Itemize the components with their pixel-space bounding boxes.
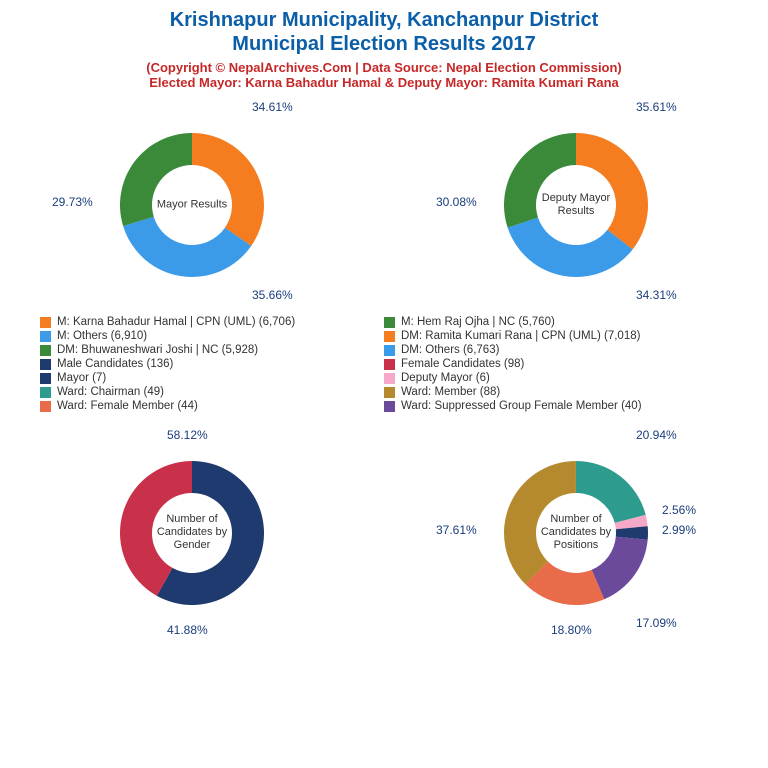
top-charts-row: Mayor Results 34.61% 35.66% 29.73% Deputy M…	[0, 100, 768, 310]
legend-block: M: Karna Bahadur Hamal | CPN (UML) (6,70…	[0, 310, 768, 418]
pct-label: 58.12%	[167, 428, 208, 442]
deputy-mayor-chart: Deputy Mayor Results35.61%34.31%30.08%	[446, 100, 706, 310]
legend-item: Mayor (7)	[40, 372, 384, 384]
pct-label: 2.99%	[662, 523, 696, 537]
legend-label: Mayor (7)	[57, 372, 106, 384]
bottom-charts-row: Number of Candidates by Gender 58.12% 41.8…	[0, 428, 768, 638]
legend-label: DM: Others (6,763)	[401, 344, 499, 356]
pct-label: 17.09%	[636, 616, 677, 630]
legend-swatch	[40, 359, 51, 370]
legend-item: Deputy Mayor (6)	[384, 372, 728, 384]
legend-swatch	[384, 373, 395, 384]
legend-swatch	[40, 317, 51, 328]
legend-label: Deputy Mayor (6)	[401, 372, 490, 384]
legend-right-col: M: Hem Raj Ojha | NC (5,760) DM: Ramita K…	[384, 316, 728, 414]
legend-item: Ward: Member (88)	[384, 386, 728, 398]
pct-label: 2.56%	[662, 503, 696, 517]
pct-label: 18.80%	[551, 623, 592, 637]
legend-swatch	[384, 401, 395, 412]
donut-center-label: Deputy Mayor Results	[536, 192, 616, 218]
title-line-1: Krishnapur Municipality, Kanchanpur Dist…	[0, 8, 768, 32]
legend-item: Ward: Female Member (44)	[40, 400, 384, 412]
pct-label: 35.61%	[636, 100, 677, 114]
legend-label: M: Others (6,910)	[57, 330, 147, 342]
legend-swatch	[40, 401, 51, 412]
donut-center-label: Number of Candidates by Positions	[536, 513, 616, 553]
legend-swatch	[40, 345, 51, 356]
pct-label: 30.08%	[436, 195, 477, 209]
legend-label: Female Candidates (98)	[401, 358, 524, 370]
legend-swatch	[384, 317, 395, 328]
legend-swatch	[384, 345, 395, 356]
legend-swatch	[384, 387, 395, 398]
donut-slice	[120, 133, 192, 226]
pct-label: 29.73%	[52, 195, 93, 209]
pct-label: 41.88%	[167, 623, 208, 637]
legend-item: M: Hem Raj Ojha | NC (5,760)	[384, 316, 728, 328]
legend-item: Female Candidates (98)	[384, 358, 728, 370]
mayor-chart: Mayor Results34.61%35.66%29.73%	[62, 100, 322, 310]
legend-label: Male Candidates (136)	[57, 358, 173, 370]
gender-chart: Number of Candidates by Gender 58.12% 41.8…	[62, 428, 322, 638]
legend-label: Ward: Suppressed Group Female Member (40…	[401, 400, 642, 412]
pct-label: 20.94%	[636, 428, 677, 442]
legend-label: M: Hem Raj Ojha | NC (5,760)	[401, 316, 555, 328]
legend-swatch	[384, 331, 395, 342]
donut-center-label: Number of Candidates by Gender	[152, 513, 232, 553]
legend-item: Ward: Suppressed Group Female Member (40…	[384, 400, 728, 412]
legend-item: DM: Others (6,763)	[384, 344, 728, 356]
legend-left-col: M: Karna Bahadur Hamal | CPN (UML) (6,70…	[40, 316, 384, 414]
pct-label: 35.66%	[252, 288, 293, 302]
donut-center-label: Mayor Results	[152, 198, 232, 211]
copyright-line: (Copyright © NepalArchives.Com | Data So…	[0, 60, 768, 75]
legend-swatch	[384, 359, 395, 370]
legend-item: DM: Ramita Kumari Rana | CPN (UML) (7,01…	[384, 330, 728, 342]
legend-item: M: Karna Bahadur Hamal | CPN (UML) (6,70…	[40, 316, 384, 328]
legend-label: DM: Bhuwaneshwari Joshi | NC (5,928)	[57, 344, 258, 356]
legend-label: M: Karna Bahadur Hamal | CPN (UML) (6,70…	[57, 316, 295, 328]
donut-slice	[192, 133, 264, 246]
legend-item: M: Others (6,910)	[40, 330, 384, 342]
legend-swatch	[40, 331, 51, 342]
legend-label: Ward: Member (88)	[401, 386, 500, 398]
pct-label: 34.31%	[636, 288, 677, 302]
title-block: Krishnapur Municipality, Kanchanpur Dist…	[0, 0, 768, 90]
legend-swatch	[40, 373, 51, 384]
pct-label: 37.61%	[436, 523, 477, 537]
title-line-2: Municipal Election Results 2017	[0, 32, 768, 56]
legend-label: DM: Ramita Kumari Rana | CPN (UML) (7,01…	[401, 330, 640, 342]
legend-item: Ward: Chairman (49)	[40, 386, 384, 398]
pct-label: 34.61%	[252, 100, 293, 114]
elected-line: Elected Mayor: Karna Bahadur Hamal & Dep…	[0, 75, 768, 90]
legend-label: Ward: Chairman (49)	[57, 386, 164, 398]
legend-swatch	[40, 387, 51, 398]
legend-item: DM: Bhuwaneshwari Joshi | NC (5,928)	[40, 344, 384, 356]
legend-label: Ward: Female Member (44)	[57, 400, 198, 412]
positions-chart: Number of Candidates by Positions 20.94% 2…	[446, 428, 706, 638]
legend-item: Male Candidates (136)	[40, 358, 384, 370]
